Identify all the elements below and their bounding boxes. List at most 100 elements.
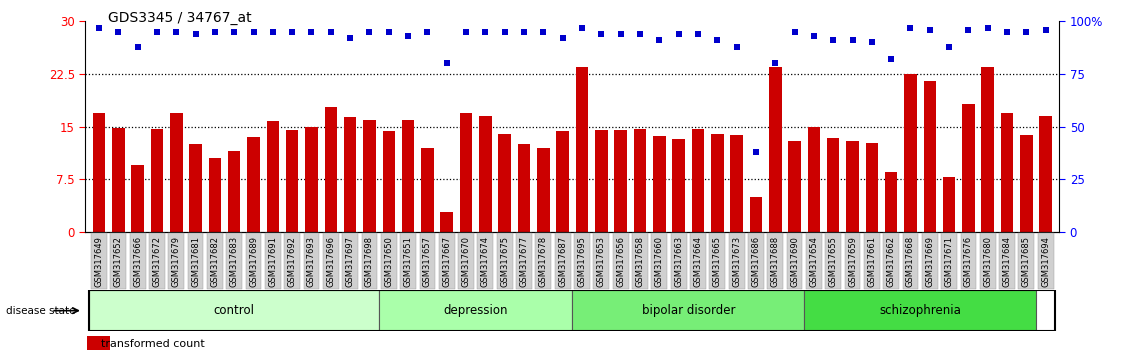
Point	[321, 29, 339, 35]
Bar	[632, 233, 648, 289]
Text: disease state: disease state	[6, 306, 75, 316]
Bar	[690, 233, 706, 289]
Bar	[845, 233, 860, 289]
Bar	[595, 130, 607, 232]
Text: GSM317652: GSM317652	[114, 236, 123, 286]
Text: GSM317660: GSM317660	[655, 235, 664, 287]
Point	[554, 35, 572, 41]
Bar	[169, 233, 185, 289]
Bar	[787, 233, 803, 289]
Text: GSM317669: GSM317669	[925, 235, 934, 287]
Bar	[827, 138, 839, 232]
Bar	[748, 233, 764, 289]
Bar	[555, 233, 571, 289]
Point	[689, 31, 707, 37]
Point	[573, 25, 591, 30]
Bar	[671, 233, 687, 289]
Bar	[361, 233, 377, 289]
Bar	[460, 113, 473, 232]
Text: GSM317694: GSM317694	[1041, 236, 1050, 286]
Text: GSM317697: GSM317697	[345, 235, 354, 287]
Text: GSM317663: GSM317663	[674, 235, 683, 287]
Bar	[188, 233, 204, 289]
Bar	[400, 233, 416, 289]
Point	[437, 61, 456, 66]
Bar	[1040, 116, 1052, 232]
Point	[998, 29, 1016, 35]
Point	[882, 56, 900, 62]
Text: GSM317658: GSM317658	[636, 235, 645, 287]
Bar	[749, 197, 762, 232]
Bar	[439, 233, 454, 289]
Point	[264, 29, 282, 35]
Bar	[91, 233, 107, 289]
Text: GSM317650: GSM317650	[384, 236, 393, 286]
Bar	[380, 233, 396, 289]
Bar	[808, 127, 820, 232]
Bar	[999, 233, 1015, 289]
Bar	[286, 130, 298, 232]
Bar	[497, 233, 513, 289]
Point	[534, 29, 552, 35]
Bar	[846, 141, 859, 232]
Text: GSM317691: GSM317691	[269, 236, 278, 286]
Bar	[110, 233, 126, 289]
Text: GSM317683: GSM317683	[230, 235, 239, 287]
Bar	[131, 165, 144, 232]
Bar	[960, 233, 976, 289]
Point	[399, 33, 417, 39]
Point	[1036, 27, 1055, 33]
Text: GDS3345 / 34767_at: GDS3345 / 34767_at	[108, 11, 252, 25]
Bar	[1021, 135, 1033, 232]
Bar	[189, 144, 202, 232]
Text: GSM317653: GSM317653	[597, 235, 606, 287]
Text: GSM317678: GSM317678	[539, 235, 548, 287]
Point	[360, 29, 378, 35]
Bar	[652, 233, 667, 289]
Bar	[613, 233, 629, 289]
Bar	[207, 233, 223, 289]
Bar	[379, 290, 572, 331]
Bar	[267, 121, 279, 232]
Text: GSM317681: GSM317681	[191, 235, 200, 287]
Bar	[227, 233, 243, 289]
Text: GSM317693: GSM317693	[308, 235, 316, 287]
Bar	[863, 233, 879, 289]
Point	[786, 29, 804, 35]
Bar	[419, 233, 435, 289]
Text: GSM317692: GSM317692	[288, 236, 296, 286]
Point	[245, 29, 263, 35]
Bar	[344, 118, 357, 232]
Bar	[1001, 113, 1014, 232]
Point	[148, 29, 166, 35]
Text: schizophrenia: schizophrenia	[879, 304, 961, 317]
Bar	[557, 131, 570, 232]
Text: GSM317665: GSM317665	[713, 235, 722, 287]
Bar	[672, 139, 685, 232]
Point	[379, 29, 398, 35]
Point	[959, 27, 977, 33]
Point	[284, 29, 302, 35]
Bar	[982, 67, 994, 232]
Point	[805, 33, 823, 39]
Point	[167, 29, 186, 35]
Bar	[265, 233, 281, 289]
Point	[476, 29, 494, 35]
Bar	[499, 134, 511, 232]
Bar	[902, 233, 918, 289]
Point	[495, 29, 514, 35]
Text: GSM317676: GSM317676	[964, 235, 973, 287]
Bar	[575, 67, 588, 232]
Point	[129, 44, 147, 49]
Text: GSM317659: GSM317659	[849, 236, 857, 286]
Text: GSM317696: GSM317696	[326, 235, 335, 287]
Text: GSM317666: GSM317666	[133, 235, 142, 287]
Bar	[247, 137, 260, 232]
Bar	[208, 158, 221, 232]
Text: GSM317675: GSM317675	[500, 235, 509, 287]
Text: GSM317649: GSM317649	[95, 236, 104, 286]
Bar	[804, 290, 1036, 331]
Bar	[402, 120, 415, 232]
Point	[206, 29, 224, 35]
Bar	[980, 233, 995, 289]
